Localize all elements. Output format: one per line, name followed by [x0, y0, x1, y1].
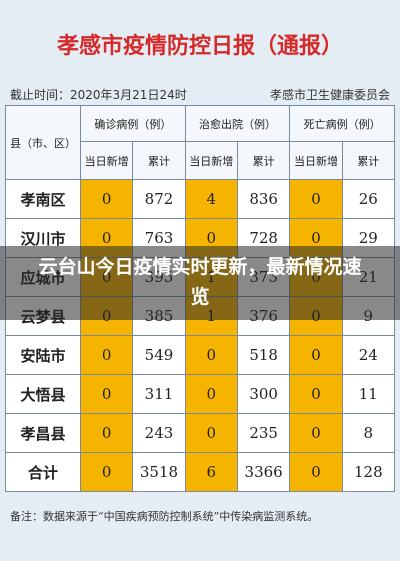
value-cell: 0: [289, 452, 343, 492]
value-cell: 243: [132, 413, 186, 453]
sub-header: 当日新增: [289, 141, 343, 180]
data-row: 合计 0 3518 6 3366 0 128: [5, 452, 396, 492]
value-cell: 0: [289, 335, 343, 375]
footer-note: 备注：数据来源于“中国疾病预防控制系统”中传染病监测系统。: [10, 510, 319, 523]
sub-header: 累计: [236, 141, 291, 180]
row-name: 合计: [5, 452, 81, 492]
overlay-text[interactable]: 云台山今日疫情实时更新，最新情况速览: [38, 256, 362, 308]
sub-header: 累计: [132, 141, 186, 180]
data-row: 大悟县 0 311 0 300 0 11: [5, 374, 396, 414]
value-cell: 235: [236, 413, 291, 453]
value-cell: 0: [184, 413, 238, 453]
value-cell: 0: [289, 374, 343, 414]
data-row: 孝南区 0 872 4 836 0 26: [5, 179, 396, 219]
group-header: 治愈出院（例）: [184, 105, 291, 142]
value-cell: 0: [184, 374, 238, 414]
value-cell: 0: [79, 374, 134, 414]
value-cell: 4: [184, 179, 238, 219]
value-cell: 549: [132, 335, 186, 375]
value-cell: 6: [184, 452, 238, 492]
row-name: 安陆市: [5, 335, 81, 375]
value-cell: 0: [79, 179, 134, 219]
value-cell: 24: [341, 335, 396, 375]
data-row: 孝昌县 0 243 0 235 0 8: [5, 413, 396, 453]
date: 截止时间：2020年3月21日24时: [10, 88, 187, 102]
value-cell: 518: [236, 335, 291, 375]
sub-header-row: 当日新增 累计 当日新增 累计 当日新增 累计: [6, 141, 396, 180]
sub-header: 累计: [341, 141, 396, 180]
issuer: 孝感市卫生健康委员会: [269, 88, 390, 102]
value-cell: 8: [341, 413, 396, 453]
group-header: 死亡病例（例）: [289, 105, 395, 142]
value-cell: 836: [236, 179, 291, 219]
value-cell: 128: [341, 452, 396, 492]
corner-cell: 县（市、区）: [5, 105, 81, 180]
value-cell: 0: [289, 413, 343, 453]
value-cell: 0: [79, 452, 134, 492]
value-cell: 0: [79, 413, 134, 453]
value-cell: 26: [341, 179, 396, 219]
value-cell: 872: [132, 179, 186, 219]
group-header: 确诊病例（例）: [80, 105, 186, 142]
row-name: 孝昌县: [5, 413, 81, 453]
value-cell: 311: [132, 374, 186, 414]
sub-header: 当日新增: [184, 141, 238, 180]
row-name: 孝南区: [5, 179, 81, 219]
data-row: 安陆市 0 549 0 518 0 24: [5, 335, 396, 375]
row-name: 大悟县: [5, 374, 81, 414]
value-cell: 300: [236, 374, 291, 414]
value-cell: 3518: [132, 452, 186, 492]
value-cell: 3366: [236, 452, 291, 492]
sub-header: 当日新增: [79, 141, 134, 180]
value-cell: 0: [184, 335, 238, 375]
value-cell: 11: [341, 374, 396, 414]
title: 孝感市疫情防控日报（通报）: [56, 33, 343, 59]
value-cell: 0: [79, 335, 134, 375]
group-header-row: 县（市、区） 确诊病例（例） 治愈出院（例） 死亡病例（例）: [5, 105, 395, 180]
overlay-band: [0, 246, 400, 320]
table: 县（市、区） 确诊病例（例） 治愈出院（例） 死亡病例（例） 当日新增 累计 当日新增 累计当…: [5, 105, 396, 492]
value-cell: 0: [289, 179, 343, 219]
